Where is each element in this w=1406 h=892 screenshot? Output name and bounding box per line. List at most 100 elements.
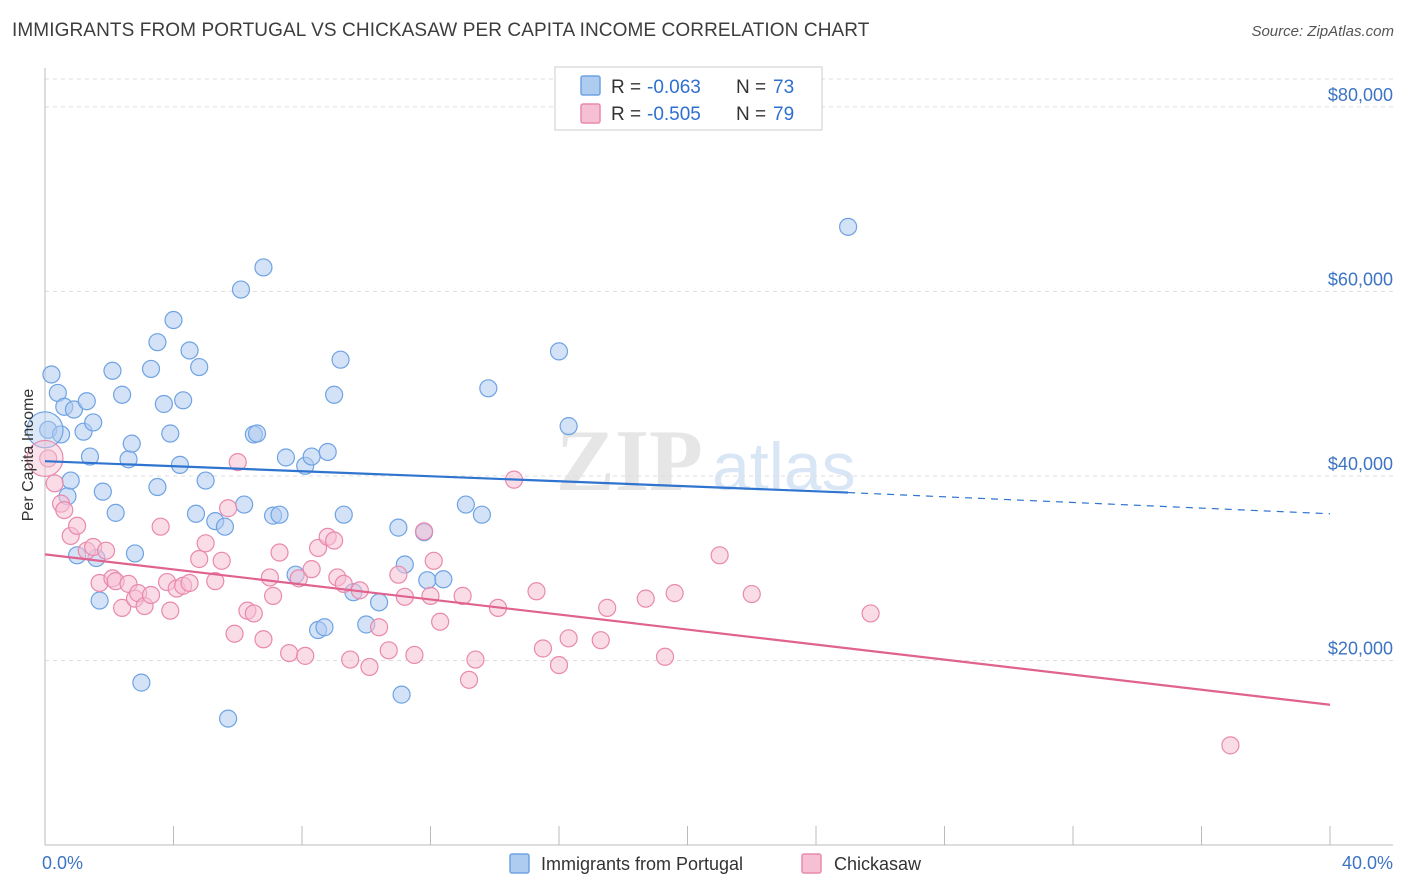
data-point (164, 310, 183, 330)
bottom-swatch-portugal (509, 853, 530, 874)
data-point (710, 546, 729, 565)
data-point (254, 258, 273, 277)
data-point (225, 624, 244, 643)
data-point (591, 631, 610, 650)
data-point (103, 361, 122, 380)
data-point (96, 541, 116, 560)
data-point (379, 641, 398, 660)
legend-r-value-2: -0.505 (647, 104, 701, 125)
data-point (122, 434, 141, 453)
data-point (549, 342, 569, 361)
data-point (254, 630, 273, 649)
gridlines (45, 78, 1393, 661)
data-point (148, 477, 167, 497)
data-point (389, 565, 408, 584)
svg-text:atlas: atlas (712, 429, 856, 505)
data-point (263, 586, 283, 605)
bottom-swatch-chickasaw (801, 853, 822, 874)
data-point (431, 612, 450, 631)
legend-n-value-1: 73 (773, 77, 794, 98)
data-point (360, 657, 379, 677)
y-axis-title: Per Capita Income (20, 389, 37, 522)
data-point (559, 417, 578, 436)
series-portugal-points (26, 217, 858, 728)
trend-lines (44, 460, 1331, 706)
data-point (141, 359, 161, 379)
y-tick-label: $60,000 (1328, 269, 1393, 289)
data-point (180, 341, 199, 360)
data-point (206, 572, 225, 591)
data-point (260, 568, 279, 587)
trend-line-portugal (44, 460, 849, 494)
data-point (219, 709, 238, 728)
data-point (421, 586, 440, 605)
data-point (370, 593, 389, 612)
x-tick-label-max: 40.0% (1342, 853, 1393, 873)
data-point (559, 629, 578, 648)
data-point (174, 391, 193, 410)
source-label: Source: ZipAtlas.com (1251, 23, 1394, 40)
data-point (472, 505, 491, 524)
y-tick-label: $80,000 (1328, 85, 1393, 105)
data-point (636, 589, 655, 608)
data-point (141, 585, 161, 605)
data-point (418, 571, 437, 590)
series-chickasaw-points (26, 439, 1240, 755)
data-point (212, 551, 231, 570)
data-point (302, 560, 321, 579)
data-point (51, 425, 71, 444)
data-point (655, 647, 675, 666)
data-point-large (26, 411, 64, 449)
data-point (112, 598, 132, 617)
data-point (170, 455, 190, 474)
data-point (325, 385, 344, 404)
data-point (235, 495, 254, 514)
trend-line-portugal-extension (848, 491, 1331, 515)
data-point (392, 685, 411, 704)
data-point (84, 413, 103, 432)
data-point (180, 573, 199, 593)
data-point (325, 531, 344, 550)
data-point (665, 584, 684, 603)
data-point (533, 639, 553, 658)
stats-legend: R = -0.063 N = 73 R = -0.505 N = 79 (554, 66, 823, 131)
watermark: ZIP atlas (556, 413, 856, 510)
legend-swatch-portugal (580, 75, 601, 96)
series-legend: Immigrants from Portugal Chickasaw (509, 853, 922, 874)
data-point (1221, 736, 1240, 755)
x-tick-labels: 0.0% 40.0% (42, 853, 1393, 873)
data-point (370, 618, 389, 637)
data-point (196, 471, 215, 490)
data-point-large (26, 439, 64, 478)
data-point (93, 482, 112, 501)
data-point (90, 591, 109, 610)
data-point (315, 618, 334, 637)
data-point (466, 650, 485, 669)
x-tick-label-min: 0.0% (42, 853, 83, 873)
data-point (125, 544, 145, 563)
bottom-legend-portugal: Immigrants from Portugal (541, 854, 743, 874)
legend-r-value-1: -0.063 (647, 77, 701, 98)
data-point (151, 517, 170, 536)
data-point (80, 447, 100, 466)
data-point (190, 549, 209, 569)
legend-n-label-1: N = (736, 77, 766, 98)
data-point (228, 453, 247, 472)
data-point (334, 505, 353, 524)
data-point (296, 646, 315, 665)
data-point (154, 394, 173, 414)
data-point (527, 582, 546, 601)
data-point (456, 495, 475, 514)
data-point (196, 534, 215, 553)
data-point (148, 333, 167, 352)
data-point (479, 379, 498, 398)
chart-title: IMMIGRANTS FROM PORTUGAL VS CHICKASAW PE… (12, 20, 870, 41)
data-point (280, 643, 299, 663)
y-tick-label: $40,000 (1328, 454, 1393, 474)
data-point (132, 673, 151, 692)
y-tick-label: $20,000 (1328, 638, 1393, 658)
data-point (453, 586, 472, 605)
data-point (341, 650, 360, 669)
data-point (839, 217, 858, 236)
data-point (742, 584, 761, 604)
